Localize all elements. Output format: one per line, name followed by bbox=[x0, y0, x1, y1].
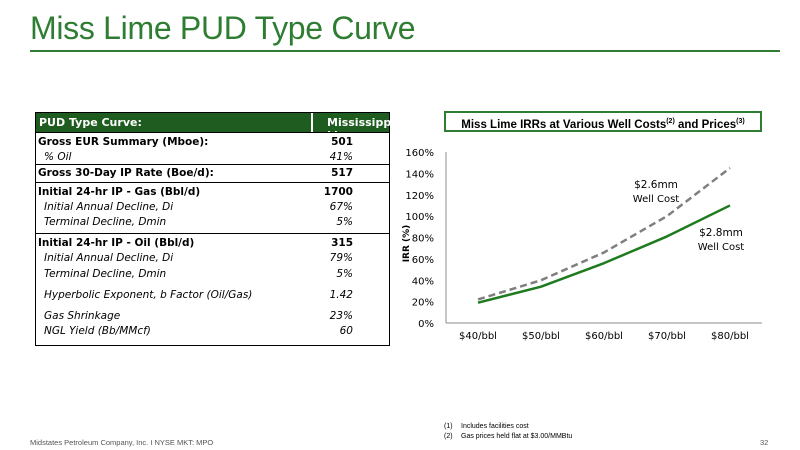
row-value: 5% bbox=[336, 216, 353, 228]
row-value: 67% bbox=[329, 201, 353, 213]
row-value: 5% bbox=[336, 268, 353, 280]
footnote-text: Includes facilities cost bbox=[461, 423, 529, 430]
footnote-item: (1) Includes facilities cost bbox=[444, 422, 572, 432]
type-curve-table: PUD Type Curve: Mississippian Lime Gross… bbox=[35, 112, 410, 346]
series-line-2 bbox=[477, 204, 731, 304]
table-header-label: PUD Type Curve: bbox=[39, 116, 142, 129]
row-value: 60 bbox=[339, 325, 353, 337]
y-tick-label: 140% bbox=[405, 169, 434, 180]
x-tick-label: $50/bbl bbox=[522, 331, 560, 342]
series-annotation-line1: $2.6mm bbox=[634, 179, 678, 191]
table-divider bbox=[36, 132, 389, 133]
row-value: 41% bbox=[329, 151, 353, 163]
chart-title-footnote-ref: (3) bbox=[736, 118, 745, 125]
row-value: 1700 bbox=[323, 186, 353, 198]
row-value: 315 bbox=[331, 237, 353, 249]
x-tick-label: $80/bbl bbox=[711, 331, 749, 342]
row-label: Terminal Decline, Dmin bbox=[44, 216, 167, 228]
table-divider bbox=[36, 164, 389, 165]
row-label: Initial 24-hr IP - Gas (Bbl/d) bbox=[38, 186, 201, 198]
row-label: Initial 24-hr IP - Oil (Bbl/d) bbox=[38, 237, 195, 249]
y-tick-label: 100% bbox=[405, 212, 434, 223]
row-label: Hyperbolic Exponent, b Factor (Oil/Gas) bbox=[44, 289, 253, 301]
title-underline bbox=[30, 50, 780, 52]
y-tick-label: 80% bbox=[412, 234, 434, 245]
y-tick-label: 40% bbox=[412, 276, 434, 287]
row-value: 501 bbox=[331, 136, 353, 148]
y-tick-label: 0% bbox=[418, 319, 434, 330]
footnote-number: (1) bbox=[444, 423, 453, 430]
row-label: Gross EUR Summary (Mboe): bbox=[38, 136, 209, 148]
chart-title-main: Miss Lime IRRs at Various Well Costs bbox=[461, 118, 667, 131]
series-annotation-line2: Well Cost bbox=[698, 242, 745, 253]
page-number: 32 bbox=[760, 438, 769, 447]
footnote-number: (2) bbox=[444, 433, 453, 440]
y-tick-label: 60% bbox=[412, 255, 434, 266]
x-tick-label: $60/bbl bbox=[585, 331, 623, 342]
x-tick-label: $40/bbl bbox=[459, 331, 497, 342]
chart-title-mid: and Prices bbox=[674, 118, 737, 131]
series-annotation-line1: $2.8mm bbox=[699, 227, 743, 239]
header-divider bbox=[311, 113, 313, 132]
table-divider bbox=[36, 182, 389, 183]
chart-title: Miss Lime IRRs at Various Well Costs(2) … bbox=[444, 111, 762, 132]
y-tick-label: 160% bbox=[405, 148, 434, 159]
row-label: Gas Shrinkage bbox=[44, 310, 121, 322]
footnote-text: Gas prices held flat at $3.00/MMBtu bbox=[461, 433, 573, 440]
series-annotation-line2: Well Cost bbox=[633, 194, 680, 205]
row-label: Initial Annual Decline, Di bbox=[44, 252, 174, 264]
series-line-1 bbox=[477, 167, 731, 301]
row-label: Gross 30-Day IP Rate (Boe/d): bbox=[38, 167, 214, 179]
row-value: 23% bbox=[329, 310, 353, 322]
page-title: Miss Lime PUD Type Curve bbox=[30, 10, 416, 46]
y-tick-label: 120% bbox=[405, 191, 434, 202]
table-divider bbox=[36, 233, 389, 234]
row-value: 79% bbox=[329, 252, 353, 264]
table-header: PUD Type Curve: Mississippian Lime bbox=[36, 113, 410, 142]
footnotes: (1) Includes facilities cost (2) Gas price… bbox=[444, 422, 572, 442]
row-value: 517 bbox=[331, 167, 353, 179]
row-label: Terminal Decline, Dmin bbox=[44, 268, 167, 280]
chart-title-footnote-ref: (2) bbox=[666, 118, 675, 125]
row-value: 1.42 bbox=[329, 289, 353, 301]
row-label: NGL Yield (Bb/MMcf) bbox=[44, 325, 151, 337]
y-tick-label: 20% bbox=[412, 298, 434, 309]
x-tick-label: $70/bbl bbox=[648, 331, 686, 342]
row-label: Initial Annual Decline, Di bbox=[44, 201, 174, 213]
footer-company: Midstates Petroleum Company, Inc. I NYSE… bbox=[30, 438, 214, 447]
row-label: % Oil bbox=[44, 151, 72, 163]
y-axis-title: IRR (%) bbox=[402, 225, 412, 263]
footnote-item: (2) Gas prices held flat at $3.00/MMBtu bbox=[444, 432, 572, 442]
